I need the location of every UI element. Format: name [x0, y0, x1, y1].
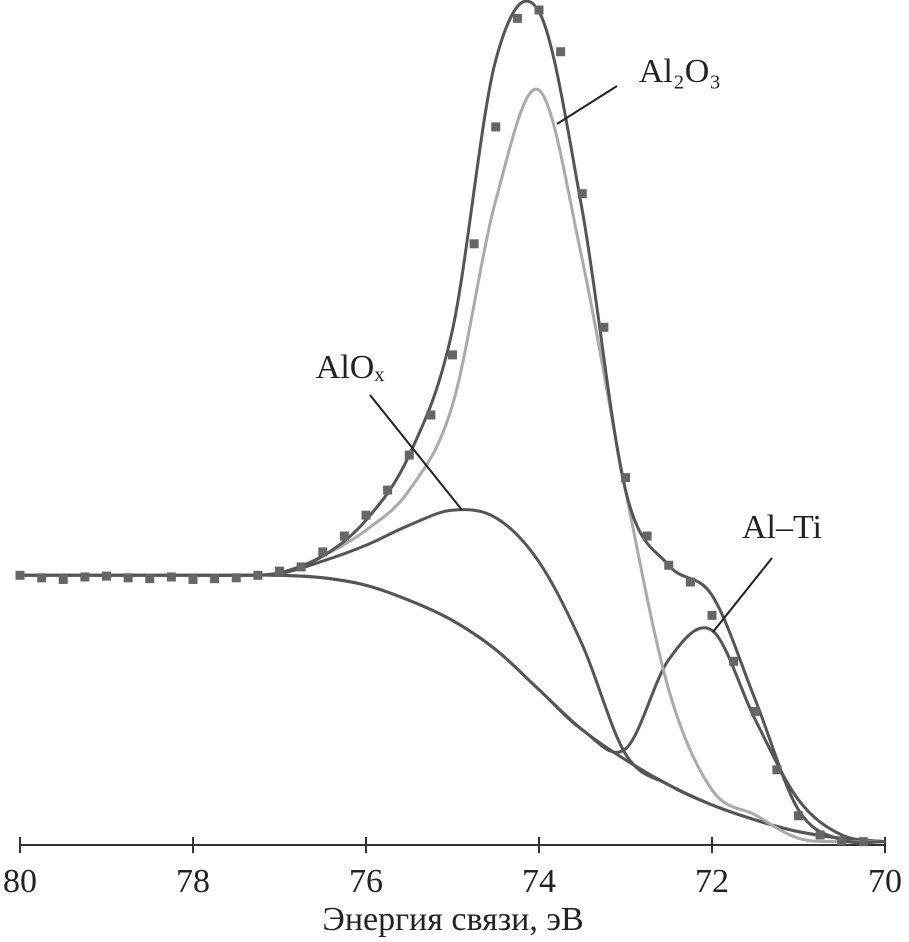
data-point [621, 473, 630, 483]
data-point [210, 574, 220, 584]
data-point [102, 571, 111, 581]
x-axis-label: Энергия связи, эВ [322, 901, 583, 938]
data-point [37, 573, 47, 583]
data-point [685, 577, 695, 587]
data-point [642, 531, 652, 541]
annotation-leader [556, 85, 618, 125]
spectrum-line [20, 508, 886, 844]
data-point [123, 573, 133, 583]
annotation-label: Al₂O₃ [639, 53, 721, 90]
x-tick-label: 76 [349, 863, 383, 900]
data-point [296, 562, 306, 572]
data-point [318, 547, 328, 557]
x-tick-label: 72 [695, 863, 729, 900]
annotation-leader [712, 557, 773, 633]
data-point [556, 47, 566, 57]
x-tick-label: 78 [176, 863, 210, 900]
data-point [383, 485, 393, 495]
data-point [729, 656, 739, 666]
x-tick-label: 70 [868, 863, 902, 900]
data-point [794, 811, 803, 821]
data-point [188, 574, 198, 584]
data-point [339, 531, 349, 541]
annotation-label: AlOₓ [316, 349, 385, 386]
data-point [491, 122, 501, 132]
data-point [469, 239, 479, 249]
data-point [772, 765, 782, 775]
data-point [166, 572, 176, 582]
data-point [599, 322, 609, 332]
data-point [577, 189, 587, 199]
data-point [404, 450, 414, 460]
data-point [448, 350, 457, 360]
data-point [664, 560, 674, 570]
data-point [707, 610, 717, 620]
data-point [58, 574, 68, 584]
annotation-label: Al–Ti [742, 509, 822, 546]
data-point [275, 566, 284, 576]
data-point [426, 410, 436, 420]
data-point [534, 5, 544, 15]
data-point [815, 830, 825, 840]
data-point [231, 573, 241, 583]
data-point [145, 574, 155, 584]
data-point [80, 572, 90, 582]
data-point [512, 13, 522, 23]
data-point [15, 570, 25, 580]
data-point [837, 836, 847, 846]
spectrum-line [20, 87, 886, 844]
data-point [750, 706, 760, 716]
x-tick-label: 80 [3, 863, 37, 900]
data-point [361, 510, 371, 520]
annotation-leader [369, 394, 463, 511]
data-point [253, 570, 263, 580]
x-tick-label: 74 [522, 863, 556, 900]
data-point [858, 837, 868, 847]
